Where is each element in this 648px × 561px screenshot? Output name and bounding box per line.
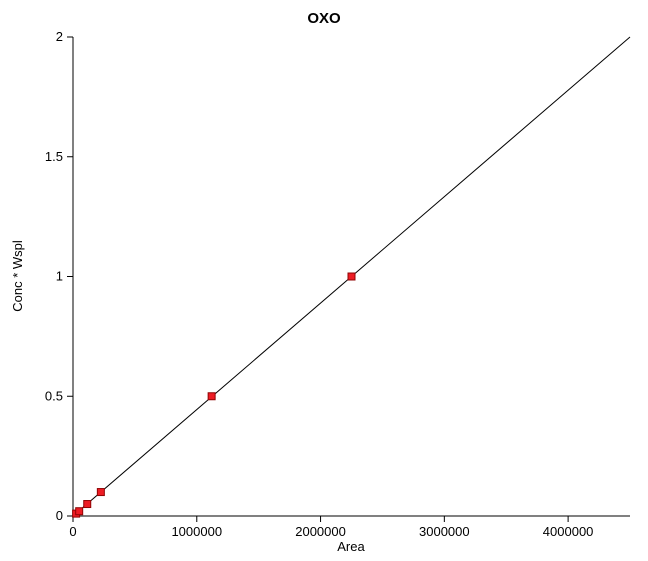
y-tick-label: 0.5 xyxy=(45,388,63,403)
data-point xyxy=(76,508,83,515)
y-tick-label: 0 xyxy=(56,508,63,523)
x-tick-label: 2000000 xyxy=(295,524,346,539)
x-axis-label: Area xyxy=(337,539,365,554)
data-point xyxy=(84,501,91,508)
data-point xyxy=(97,489,104,496)
x-ticks: 0 1000000 2000000 3000000 4000000 xyxy=(69,516,593,539)
x-tick-label: 0 xyxy=(69,524,76,539)
y-tick-label: 2 xyxy=(56,29,63,44)
data-point xyxy=(208,393,215,400)
x-tick-label: 3000000 xyxy=(419,524,470,539)
x-tick-label: 1000000 xyxy=(171,524,222,539)
y-ticks: 0 0.5 1 1.5 2 xyxy=(45,29,73,523)
chart-title: OXO xyxy=(307,10,341,27)
x-tick-label: 4000000 xyxy=(543,524,594,539)
y-tick-label: 1.5 xyxy=(45,149,63,164)
calibration-chart: OXO Conc * Wspl Area 0 1000000 2000000 3000… xyxy=(0,0,648,561)
y-tick-label: 1 xyxy=(56,269,63,284)
y-axis-label: Conc * Wspl xyxy=(10,240,25,312)
data-point xyxy=(348,273,355,280)
